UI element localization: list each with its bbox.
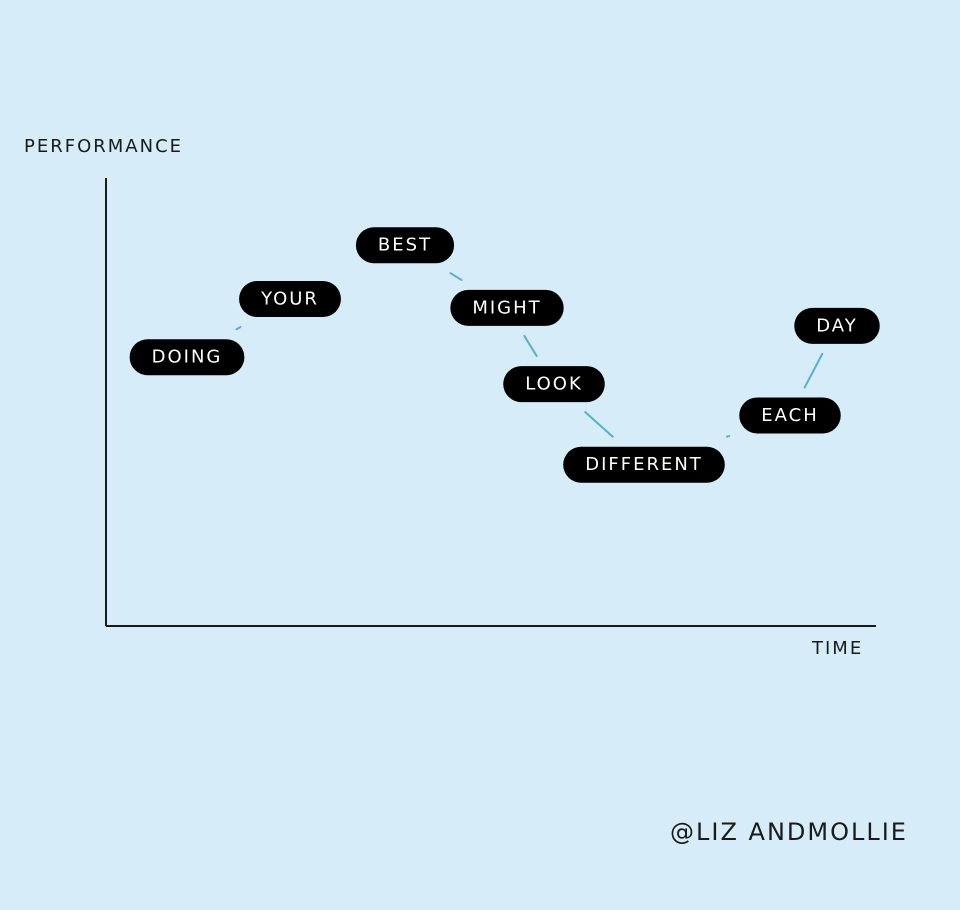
pill-label: DIFFERENT [585,454,703,475]
pill-shape [355,227,455,264]
pill-label: DAY [816,315,857,336]
pill-shape [450,289,564,326]
connector-line [523,334,538,358]
connector-line [235,325,242,331]
word-pill-your: YOUR [239,280,341,317]
connector-lines [235,272,824,438]
pill-shape [239,280,341,317]
pill-label: EACH [761,405,818,426]
pill-shape [503,366,605,403]
pill-label: DOING [152,347,223,368]
word-pill-best: BEST [355,227,455,264]
pill-label: YOUR [260,288,319,309]
pill-shape [739,397,841,434]
word-pill-doing: DOING [129,339,245,376]
pill-shape [563,446,725,483]
connector-line [584,411,614,438]
word-pill-day: DAY [794,307,880,344]
word-pill-each: EACH [739,397,841,434]
connector-line [725,434,731,438]
pill-label: LOOK [525,374,583,395]
pill-label: MIGHT [472,297,541,318]
x-axis-label: TIME [812,638,864,659]
word-pills: DOING YOUR BEST MIGHT LOOK DIFFERENT EACH DAY [129,227,880,483]
credit-handle: @LIZ ANDMOLLIE [670,818,908,846]
word-pill-look: LOOK [503,366,605,403]
connector-line [449,272,463,281]
pill-label: BEST [378,235,432,256]
connector-line [803,352,824,389]
pill-shape [129,339,245,376]
word-pill-different: DIFFERENT [563,446,725,483]
word-pill-might: MIGHT [450,289,564,326]
y-axis-label: PERFORMANCE [24,136,184,157]
pill-shape [794,307,880,344]
